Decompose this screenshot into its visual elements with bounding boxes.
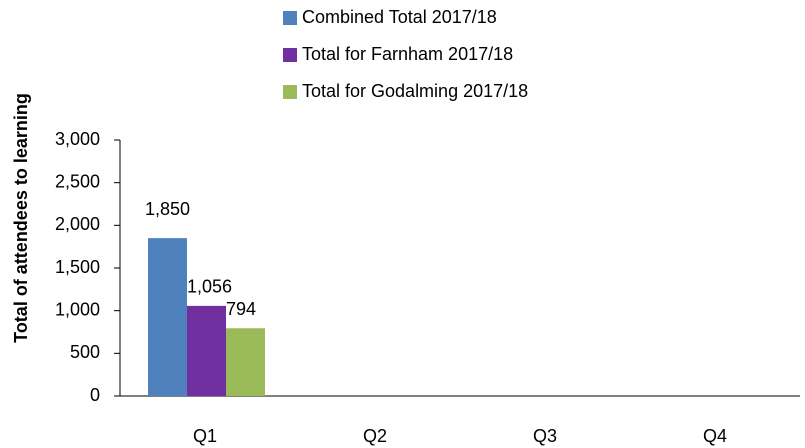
data-label: 794 <box>226 299 256 319</box>
y-tick-label: 2,500 <box>55 171 100 191</box>
y-tick-label: 1,500 <box>55 257 100 277</box>
data-label: 1,850 <box>145 199 190 219</box>
x-tick-label: Q1 <box>193 426 217 446</box>
bar <box>148 238 187 396</box>
legend-label: Total for Godalming 2017/18 <box>302 81 528 101</box>
bar <box>226 328 265 396</box>
y-tick-label: 1,000 <box>55 299 100 319</box>
x-tick-label: Q3 <box>533 426 557 446</box>
y-tick-label: 2,000 <box>55 214 100 234</box>
legend-swatch <box>283 85 297 99</box>
data-label: 1,056 <box>187 277 232 297</box>
y-axis-label: Total of attendees to learning <box>11 93 31 343</box>
y-tick-label: 500 <box>70 342 100 362</box>
bar <box>187 305 226 396</box>
y-tick-label: 0 <box>90 385 100 405</box>
x-tick-label: Q4 <box>703 426 727 446</box>
legend-label: Combined Total 2017/18 <box>302 7 497 27</box>
legend-swatch <box>283 11 297 25</box>
legend-label: Total for Farnham 2017/18 <box>302 44 513 64</box>
legend-swatch <box>283 48 297 62</box>
y-tick-label: 3,000 <box>55 129 100 149</box>
x-tick-label: Q2 <box>363 426 387 446</box>
